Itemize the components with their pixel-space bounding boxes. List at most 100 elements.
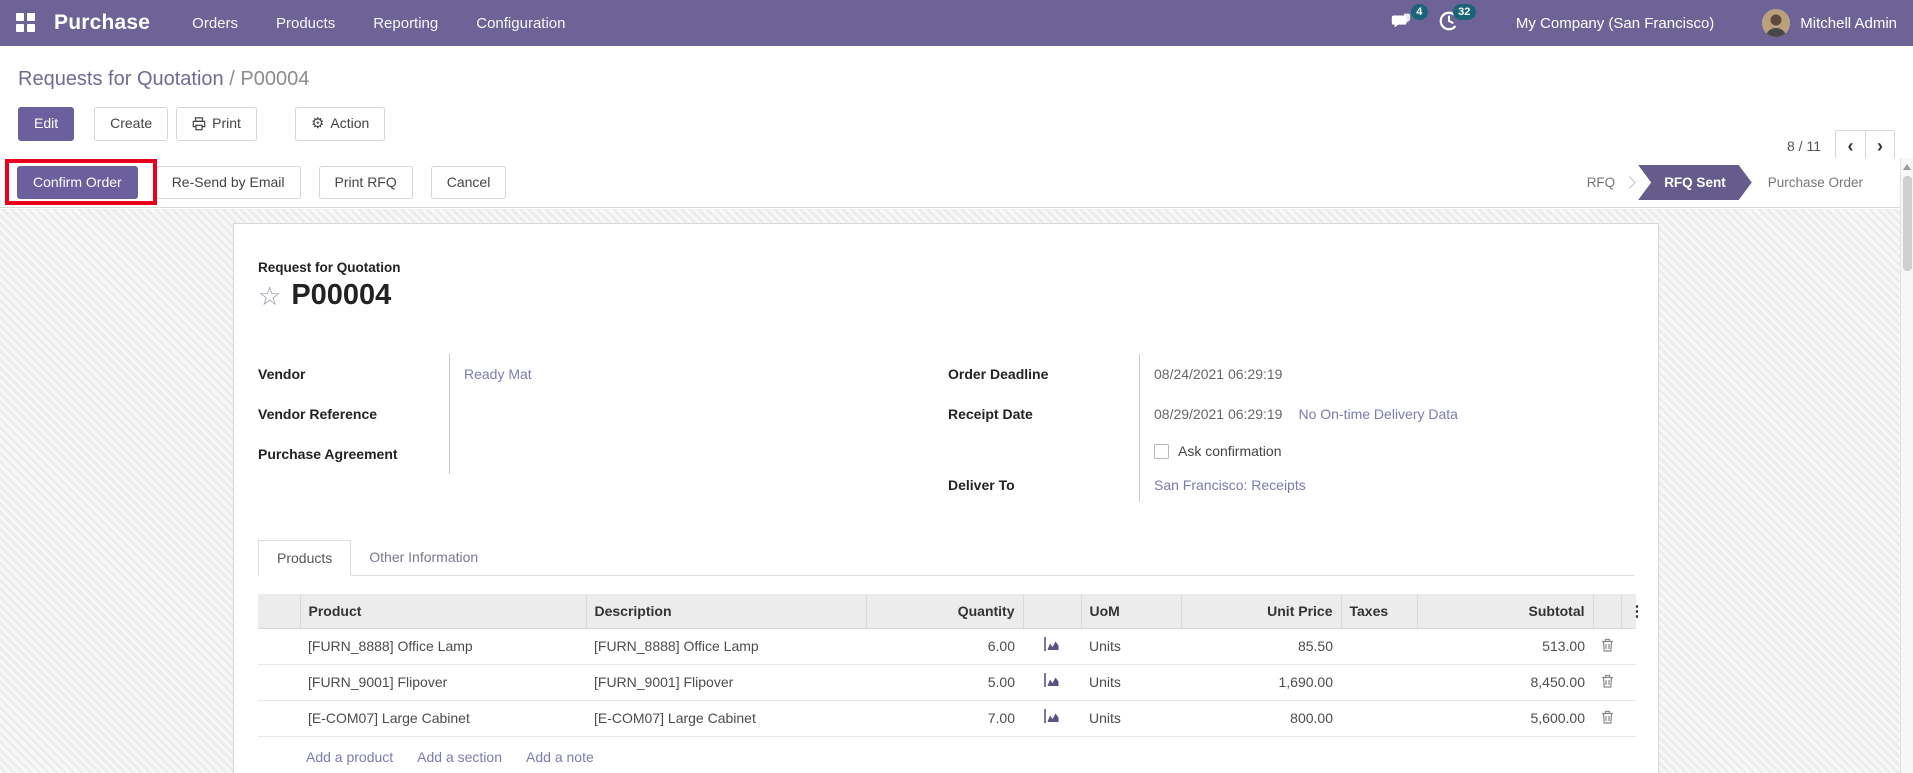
- pager-value: 8 / 11: [1787, 138, 1821, 154]
- company-switcher[interactable]: My Company (San Francisco): [1515, 14, 1715, 32]
- cell-description[interactable]: [FURN_8888] Office Lamp: [586, 628, 866, 665]
- forecast-chart-icon[interactable]: [1023, 700, 1081, 737]
- menu-products[interactable]: Products: [276, 14, 336, 32]
- add-a-section-link[interactable]: Add a section: [417, 748, 503, 765]
- tab-other-information[interactable]: Other Information: [369, 549, 479, 565]
- description-column-header[interactable]: Description: [585, 594, 866, 629]
- unit-price-column-header[interactable]: Unit Price: [1180, 594, 1341, 629]
- taxes-column-header[interactable]: Taxes: [1340, 594, 1417, 629]
- field-groups: Vendor Ready Mat Vendor Reference Purcha…: [258, 354, 1634, 502]
- cell-taxes[interactable]: [1341, 700, 1417, 737]
- cell-product[interactable]: [FURN_8888] Office Lamp: [300, 628, 586, 665]
- trash-icon[interactable]: [1593, 664, 1621, 701]
- cell-quantity[interactable]: 7.00: [866, 700, 1023, 737]
- cell-uom[interactable]: Units: [1081, 628, 1181, 665]
- confirm-order-button[interactable]: Confirm Order: [17, 165, 138, 200]
- forecast-chart-icon[interactable]: [1023, 628, 1081, 665]
- gear-icon: ⚙: [310, 115, 325, 133]
- cell-subtotal[interactable]: 5,600.00: [1417, 700, 1593, 737]
- cell-uom[interactable]: Units: [1081, 700, 1181, 737]
- messages-badge: 4: [1410, 4, 1428, 21]
- menu-configuration[interactable]: Configuration: [476, 14, 566, 32]
- print-button[interactable]: Print: [176, 107, 257, 141]
- chevron-left-icon: ‹: [1847, 135, 1854, 156]
- chevron-right-icon: ›: [1877, 135, 1883, 156]
- menu-orders[interactable]: Orders: [192, 14, 238, 32]
- activities-badge: 32: [1452, 4, 1476, 21]
- kebab-menu-icon[interactable]: ⋮: [1620, 594, 1645, 629]
- uom-column-header[interactable]: UoM: [1080, 594, 1181, 629]
- user-menu[interactable]: Mitchell Admin: [1800, 14, 1897, 32]
- vertical-scrollbar[interactable]: [1900, 158, 1913, 773]
- trash-icon[interactable]: [1593, 700, 1621, 737]
- create-button[interactable]: Create: [94, 107, 169, 141]
- messages-icon[interactable]: 4: [1390, 4, 1428, 36]
- status-step-purchase-order[interactable]: Purchase Order: [1767, 175, 1863, 190]
- main-menu: Orders Products Reporting Configuration: [192, 15, 565, 32]
- app-name[interactable]: Purchase: [54, 11, 151, 34]
- receipt-date-label: Receipt Date: [948, 394, 1140, 434]
- table-header-row: Product Description Quantity UoM Unit Pr…: [258, 594, 1645, 629]
- breadcrumb-parent-link[interactable]: Requests for Quotation: [18, 68, 224, 90]
- print-rfq-button[interactable]: Print RFQ: [318, 165, 413, 200]
- tab-products[interactable]: Products: [258, 540, 352, 576]
- table-row[interactable]: [E-COM07] Large Cabinet [E-COM07] Large …: [258, 700, 1636, 737]
- table-row[interactable]: [FURN_9001] Flipover [FURN_9001] Flipove…: [258, 664, 1636, 701]
- row-handle[interactable]: [258, 664, 300, 701]
- trash-icon[interactable]: [1593, 628, 1621, 665]
- edit-button[interactable]: Edit: [18, 107, 75, 141]
- action-button[interactable]: ⚙ Action: [294, 107, 386, 141]
- cell-description[interactable]: [E-COM07] Large Cabinet: [586, 700, 866, 737]
- subtotal-column-header[interactable]: Subtotal: [1416, 594, 1593, 629]
- star-icon[interactable]: ☆: [258, 280, 282, 311]
- apps-grid-icon[interactable]: [16, 13, 36, 33]
- order-deadline-label: Order Deadline: [948, 354, 1140, 394]
- cell-quantity[interactable]: 5.00: [866, 664, 1023, 701]
- cell-unit-price[interactable]: 800.00: [1181, 700, 1341, 737]
- product-column-header[interactable]: Product: [299, 594, 586, 629]
- cell-unit-price[interactable]: 85.50: [1181, 628, 1341, 665]
- field-vendor-reference: Vendor Reference: [258, 394, 898, 434]
- vendor-value-link[interactable]: Ready Mat: [464, 366, 532, 382]
- top-navbar: Purchase Orders Products Reporting Confi…: [0, 0, 1913, 46]
- field-order-deadline: Order Deadline 08/24/2021 06:29:19: [948, 354, 1634, 394]
- content-area: Request for Quotation ☆ P00004 Vendor Re…: [0, 209, 1900, 773]
- breadcrumb-separator: /: [229, 68, 241, 90]
- cell-product[interactable]: [FURN_9001] Flipover: [300, 664, 586, 701]
- scrollbar-up-icon[interactable]: [1903, 164, 1911, 170]
- avatar[interactable]: [1762, 9, 1791, 37]
- add-a-product-link[interactable]: Add a product: [306, 748, 394, 765]
- status-step-rfq-sent[interactable]: RFQ Sent: [1638, 165, 1752, 200]
- cell-subtotal[interactable]: 8,450.00: [1417, 664, 1593, 701]
- deliver-to-value-link[interactable]: San Francisco: Receipts: [1154, 477, 1306, 493]
- scrollbar-thumb[interactable]: [1902, 176, 1912, 271]
- handle-column-header: [258, 594, 300, 629]
- cancel-button[interactable]: Cancel: [430, 165, 507, 200]
- forecast-chart-icon[interactable]: [1023, 664, 1081, 701]
- table-row[interactable]: [FURN_8888] Office Lamp [FURN_8888] Offi…: [258, 628, 1636, 665]
- deliver-to-label: Deliver To: [948, 468, 1140, 502]
- row-handle[interactable]: [258, 700, 300, 737]
- cell-description[interactable]: [FURN_9001] Flipover: [586, 664, 866, 701]
- clock-icon: [1439, 11, 1459, 31]
- cell-quantity[interactable]: 6.00: [866, 628, 1023, 665]
- form-sheet: Request for Quotation ☆ P00004 Vendor Re…: [233, 223, 1659, 773]
- forecast-column-header: [1022, 594, 1081, 629]
- cell-product[interactable]: [E-COM07] Large Cabinet: [300, 700, 586, 737]
- vendor-label: Vendor: [258, 354, 450, 394]
- status-step-rfq[interactable]: RFQ: [1586, 175, 1616, 190]
- cell-subtotal[interactable]: 513.00: [1417, 628, 1593, 665]
- menu-reporting[interactable]: Reporting: [373, 14, 439, 32]
- quantity-column-header[interactable]: Quantity: [865, 594, 1023, 629]
- cell-uom[interactable]: Units: [1081, 664, 1181, 701]
- resend-by-email-button[interactable]: Re-Send by Email: [155, 165, 301, 200]
- cell-taxes[interactable]: [1341, 628, 1417, 665]
- ask-confirmation-checkbox[interactable]: [1154, 443, 1169, 459]
- row-handle[interactable]: [258, 628, 300, 665]
- add-a-note-link[interactable]: Add a note: [526, 748, 594, 765]
- statusbar: Confirm Order Re-Send by Email Print RFQ…: [0, 158, 1913, 208]
- cell-taxes[interactable]: [1341, 664, 1417, 701]
- activities-icon[interactable]: 32: [1438, 4, 1476, 36]
- cell-unit-price[interactable]: 1,690.00: [1181, 664, 1341, 701]
- on-time-delivery-link[interactable]: No On-time Delivery Data: [1298, 406, 1458, 422]
